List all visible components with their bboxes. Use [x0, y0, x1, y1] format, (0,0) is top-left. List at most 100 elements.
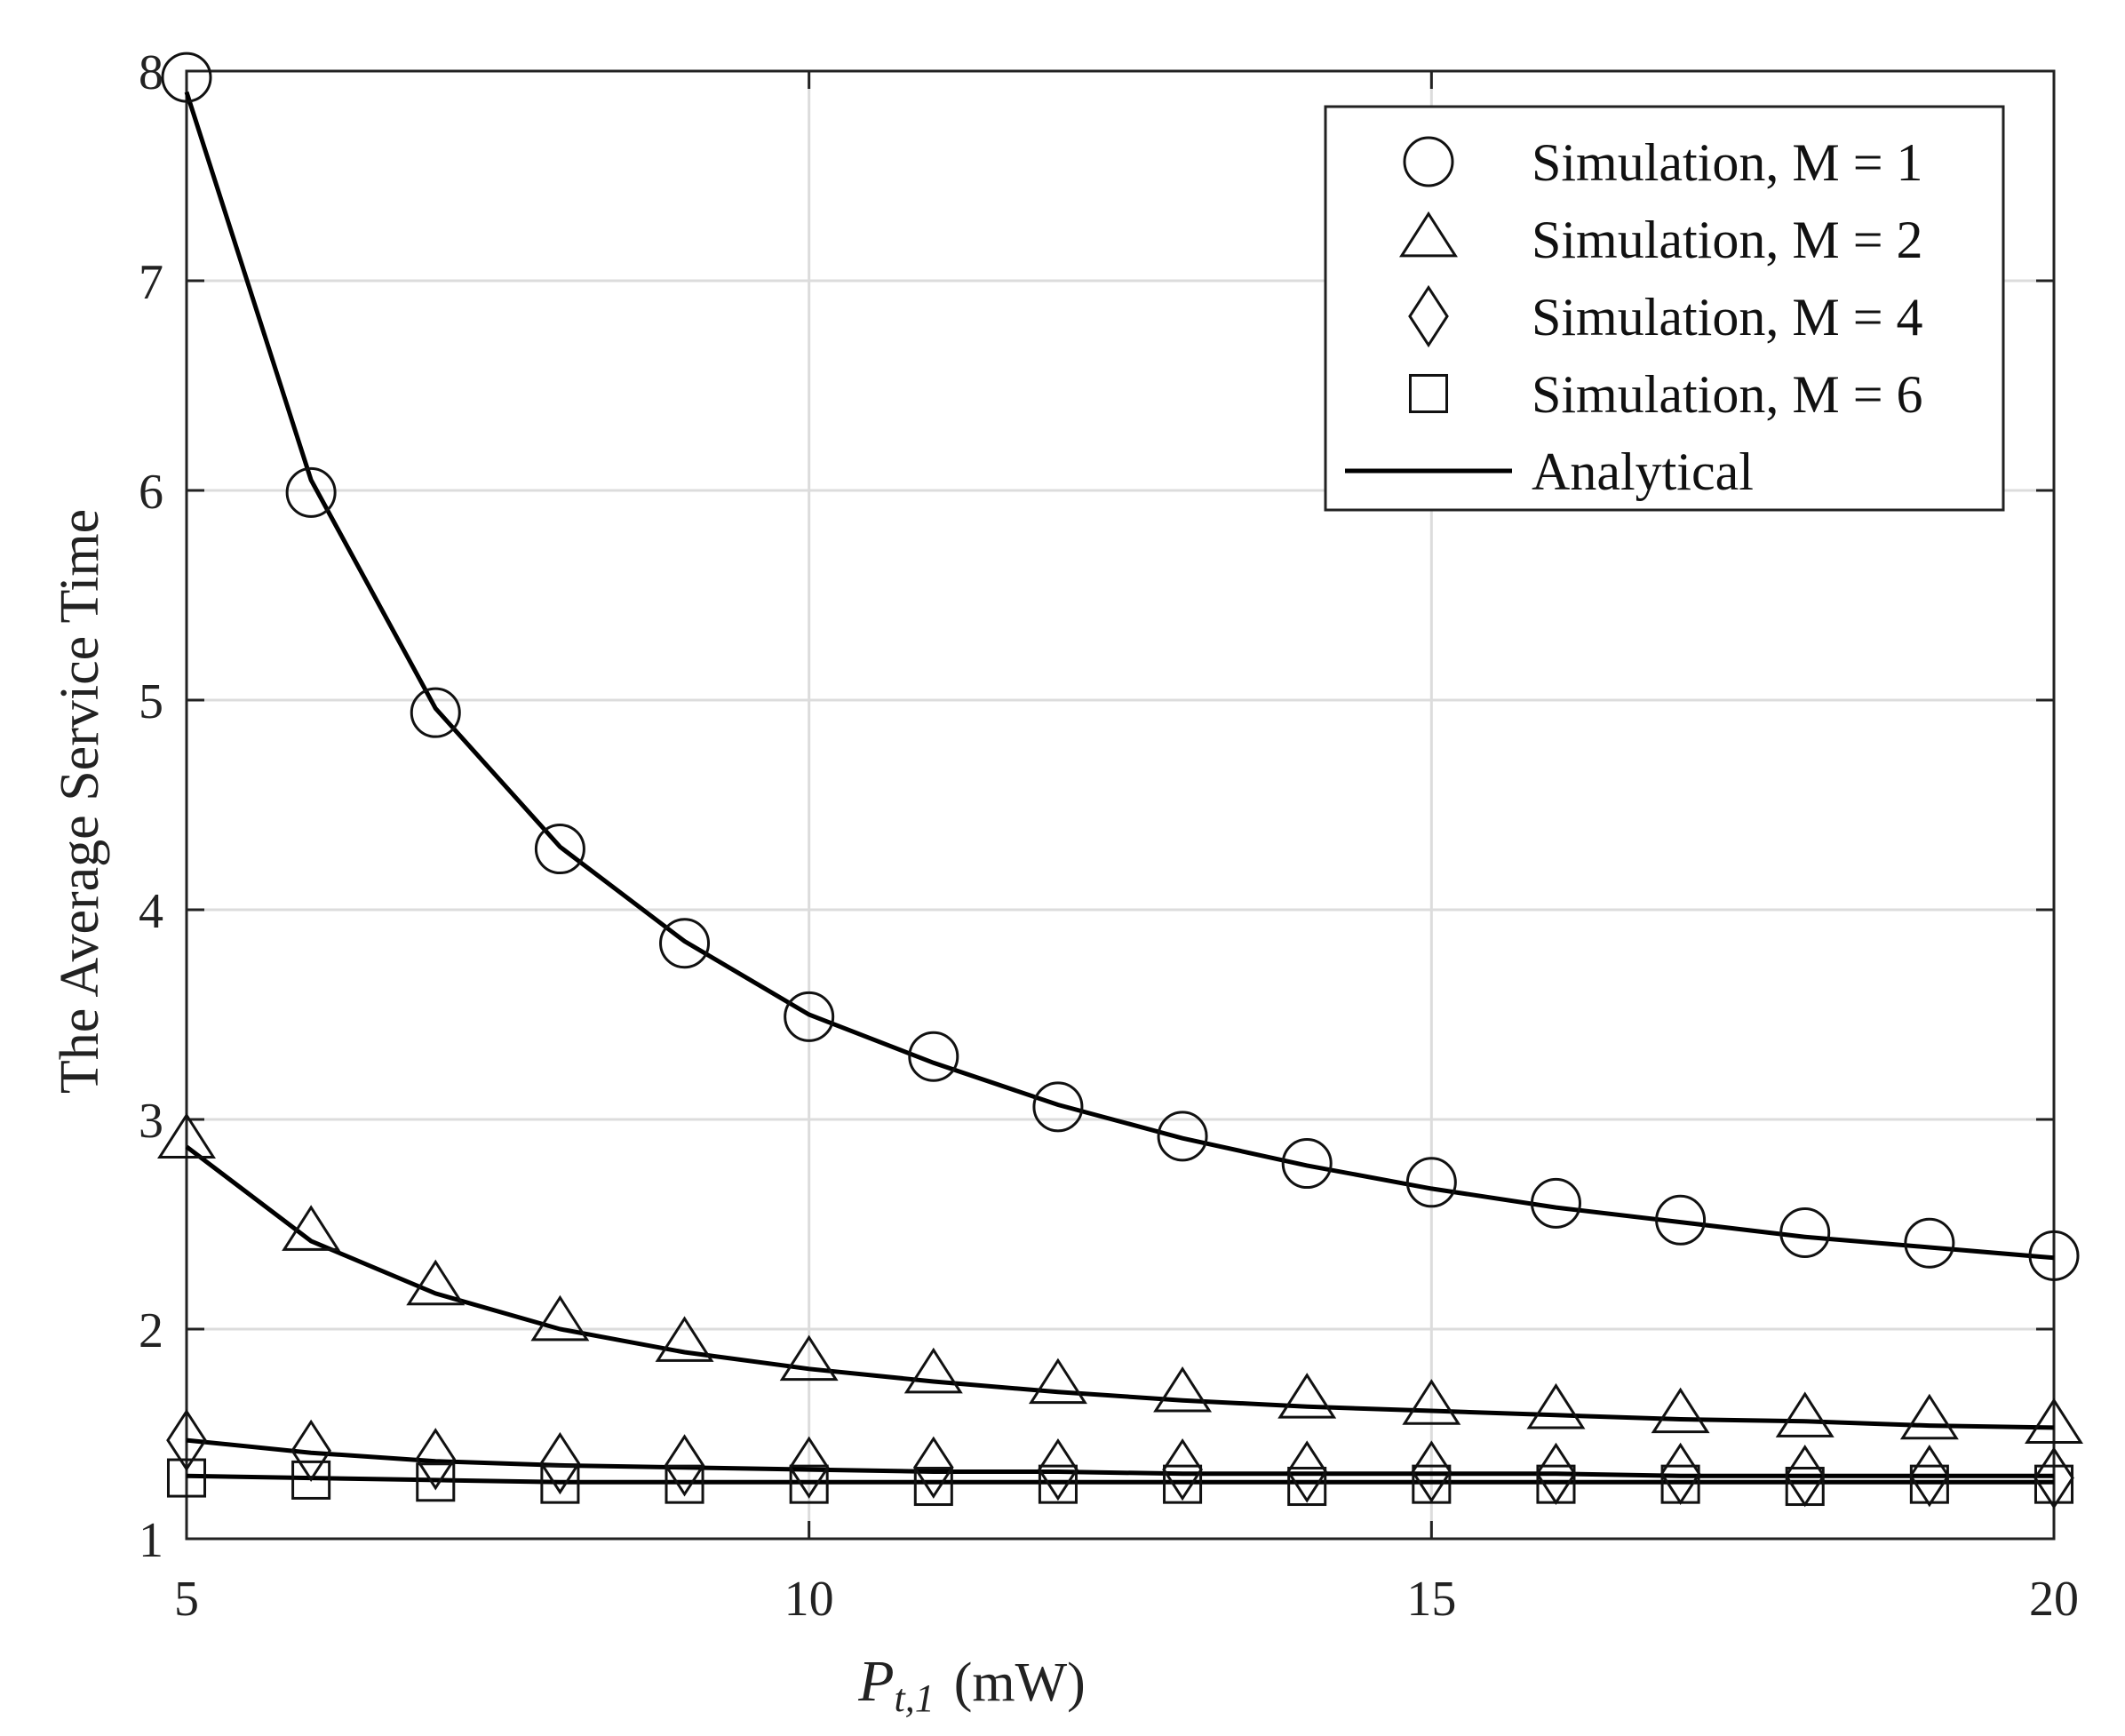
- data-point-square: [1660, 1464, 1700, 1504]
- data-point-circle: [908, 1031, 959, 1082]
- data-point-diamond: [912, 1436, 954, 1499]
- data-point-circle: [1530, 1177, 1581, 1229]
- data-point-square: [2033, 1464, 2074, 1504]
- data-point-square: [913, 1466, 953, 1507]
- legend-label: Analytical: [1532, 442, 1754, 501]
- series-square-markers: [166, 1458, 2074, 1507]
- legend: Simulation, M = 1 Simulation, M = 2 Simula…: [1324, 105, 2005, 512]
- y-tick-label: 7: [139, 255, 163, 310]
- data-point-triangle: [1775, 1391, 1835, 1437]
- data-point-circle: [1779, 1206, 1831, 1258]
- data-point-triangle: [1277, 1373, 1337, 1419]
- legend-label: Simulation, M = 4: [1532, 288, 1923, 346]
- data-point-diamond: [1411, 1440, 1452, 1503]
- y-tick-label: 6: [139, 465, 163, 520]
- data-point-circle: [285, 466, 337, 518]
- analytical-curve-1: [184, 91, 2055, 1261]
- x-tick-label: 20: [2029, 1572, 2079, 1627]
- legend-box: [1324, 105, 2005, 512]
- data-point-diamond: [1162, 1437, 1203, 1501]
- data-point-square: [416, 1462, 456, 1502]
- analytical-curve-2: [185, 1144, 2055, 1430]
- y-axis-title: The Average Service Time: [50, 509, 110, 1094]
- data-point-circle: [1405, 1157, 1457, 1208]
- legend-entry: Simulation, M = 4: [1408, 284, 1923, 348]
- analytical-curves: [184, 91, 2055, 1485]
- legend-entry: Simulation, M = 6: [1408, 365, 1923, 424]
- data-point-square: [789, 1464, 829, 1504]
- legend-label: Simulation, M = 2: [1532, 211, 1923, 269]
- data-point-circle: [534, 824, 585, 875]
- x-tick-labels: 5 10 15 20: [174, 1572, 2079, 1627]
- data-point-triangle: [655, 1316, 714, 1362]
- data-point-square: [1785, 1466, 1825, 1507]
- data-point-triangle: [903, 1347, 963, 1394]
- data-point-triangle: [779, 1334, 839, 1382]
- data-point-square: [166, 1458, 207, 1498]
- legend-marker-square: [1408, 373, 1449, 414]
- y-tick-label: 1: [139, 1513, 163, 1568]
- data-point-diamond: [2033, 1446, 2074, 1509]
- data-point-triangle: [1153, 1366, 1213, 1413]
- data-point-triangle: [530, 1294, 590, 1342]
- y-tick-label: 3: [139, 1094, 163, 1149]
- legend-label: Simulation, M = 1: [1532, 133, 1923, 192]
- data-point-circle: [1157, 1111, 1208, 1162]
- data-point-triangle: [1028, 1358, 1087, 1405]
- data-point-square: [1412, 1464, 1452, 1504]
- data-point-triangle: [157, 1112, 216, 1159]
- data-point-diamond: [664, 1434, 705, 1497]
- data-point-triangle: [1402, 1379, 1461, 1425]
- data-point-triangle: [1651, 1387, 1710, 1434]
- data-point-circle: [1032, 1081, 1084, 1133]
- data-point-circle: [1655, 1194, 1707, 1246]
- x-axis-unit: (mW): [954, 1652, 1086, 1713]
- y-tick-label: 8: [139, 45, 163, 100]
- data-point-triangle: [1899, 1393, 1959, 1440]
- legend-marker-triangle: [1399, 211, 1458, 258]
- legend-entry: Simulation, M = 2: [1399, 211, 1923, 269]
- data-point-circle: [161, 52, 212, 103]
- legend-entries: Simulation, M = 1 Simulation, M = 2 Simula…: [1345, 133, 1923, 501]
- data-point-diamond: [415, 1428, 457, 1491]
- x-axis-title: Pt,1 (mW): [857, 1649, 1086, 1720]
- legend-marker-diamond: [1408, 284, 1449, 348]
- legend-entry: Analytical: [1345, 442, 1754, 501]
- legend-label: Simulation, M = 6: [1532, 365, 1923, 424]
- data-point-triangle: [282, 1205, 341, 1251]
- data-point-diamond: [166, 1408, 207, 1472]
- data-point-triangle: [1526, 1382, 1586, 1429]
- y-tick-labels: 1 2 3 4 5 6 7 8: [139, 45, 163, 1568]
- legend-marker-circle: [1403, 136, 1454, 187]
- data-point-square: [1038, 1464, 1078, 1504]
- y-tick-label: 2: [139, 1303, 163, 1358]
- series-circle-markers: [161, 52, 2080, 1281]
- plot-area-frame: [185, 69, 2056, 1541]
- simulation-markers: [157, 52, 2083, 1509]
- data-point-diamond: [788, 1436, 830, 1499]
- data-point-square: [1909, 1464, 1949, 1504]
- data-point-square: [1536, 1464, 1576, 1504]
- data-point-circle: [2028, 1230, 2080, 1281]
- data-point-square: [665, 1464, 704, 1504]
- data-point-square: [291, 1460, 331, 1500]
- data-point-circle: [1281, 1138, 1333, 1190]
- data-point-diamond: [1286, 1440, 1328, 1503]
- legend-entry: Simulation, M = 1: [1403, 133, 1923, 192]
- data-point-diamond: [539, 1431, 581, 1495]
- data-point-circle: [659, 918, 711, 969]
- data-point-square: [1163, 1464, 1203, 1504]
- x-axis-symbol: P: [857, 1649, 894, 1714]
- data-point-triangle: [406, 1259, 466, 1306]
- y-tick-label: 4: [139, 884, 163, 939]
- analytical-curve-3: [186, 1437, 2054, 1478]
- data-point-circle: [784, 991, 835, 1042]
- x-tick-label: 5: [174, 1572, 199, 1627]
- data-point-triangle: [2025, 1398, 2083, 1444]
- series-triangle-markers: [157, 1112, 2083, 1444]
- data-point-diamond: [290, 1419, 331, 1483]
- x-axis-subscript: t,1: [895, 1676, 935, 1720]
- x-tick-label: 10: [784, 1572, 834, 1627]
- data-point-circle: [410, 687, 461, 738]
